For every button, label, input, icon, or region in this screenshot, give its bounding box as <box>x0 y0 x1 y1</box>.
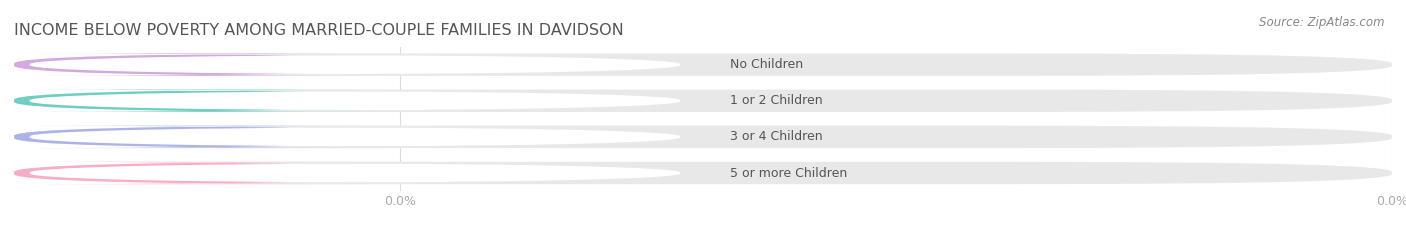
FancyBboxPatch shape <box>14 53 1392 76</box>
FancyBboxPatch shape <box>14 89 1392 112</box>
Text: 1 or 2 Children: 1 or 2 Children <box>730 94 823 107</box>
Text: 0.0%: 0.0% <box>352 130 387 143</box>
FancyBboxPatch shape <box>14 162 1392 184</box>
Text: 0.0%: 0.0% <box>352 58 387 71</box>
Text: INCOME BELOW POVERTY AMONG MARRIED-COUPLE FAMILIES IN DAVIDSON: INCOME BELOW POVERTY AMONG MARRIED-COUPL… <box>14 24 624 38</box>
Text: 0.0%: 0.0% <box>352 94 387 107</box>
FancyBboxPatch shape <box>14 126 399 148</box>
FancyBboxPatch shape <box>14 126 1392 148</box>
Text: 5 or more Children: 5 or more Children <box>730 167 848 179</box>
FancyBboxPatch shape <box>14 89 399 112</box>
FancyBboxPatch shape <box>14 53 399 76</box>
Text: Source: ZipAtlas.com: Source: ZipAtlas.com <box>1260 16 1385 29</box>
FancyBboxPatch shape <box>14 162 399 184</box>
Text: No Children: No Children <box>730 58 803 71</box>
Circle shape <box>31 164 679 182</box>
Circle shape <box>31 128 679 145</box>
Circle shape <box>31 56 679 73</box>
Circle shape <box>31 92 679 109</box>
Text: 3 or 4 Children: 3 or 4 Children <box>730 130 823 143</box>
Text: 0.0%: 0.0% <box>352 167 387 179</box>
